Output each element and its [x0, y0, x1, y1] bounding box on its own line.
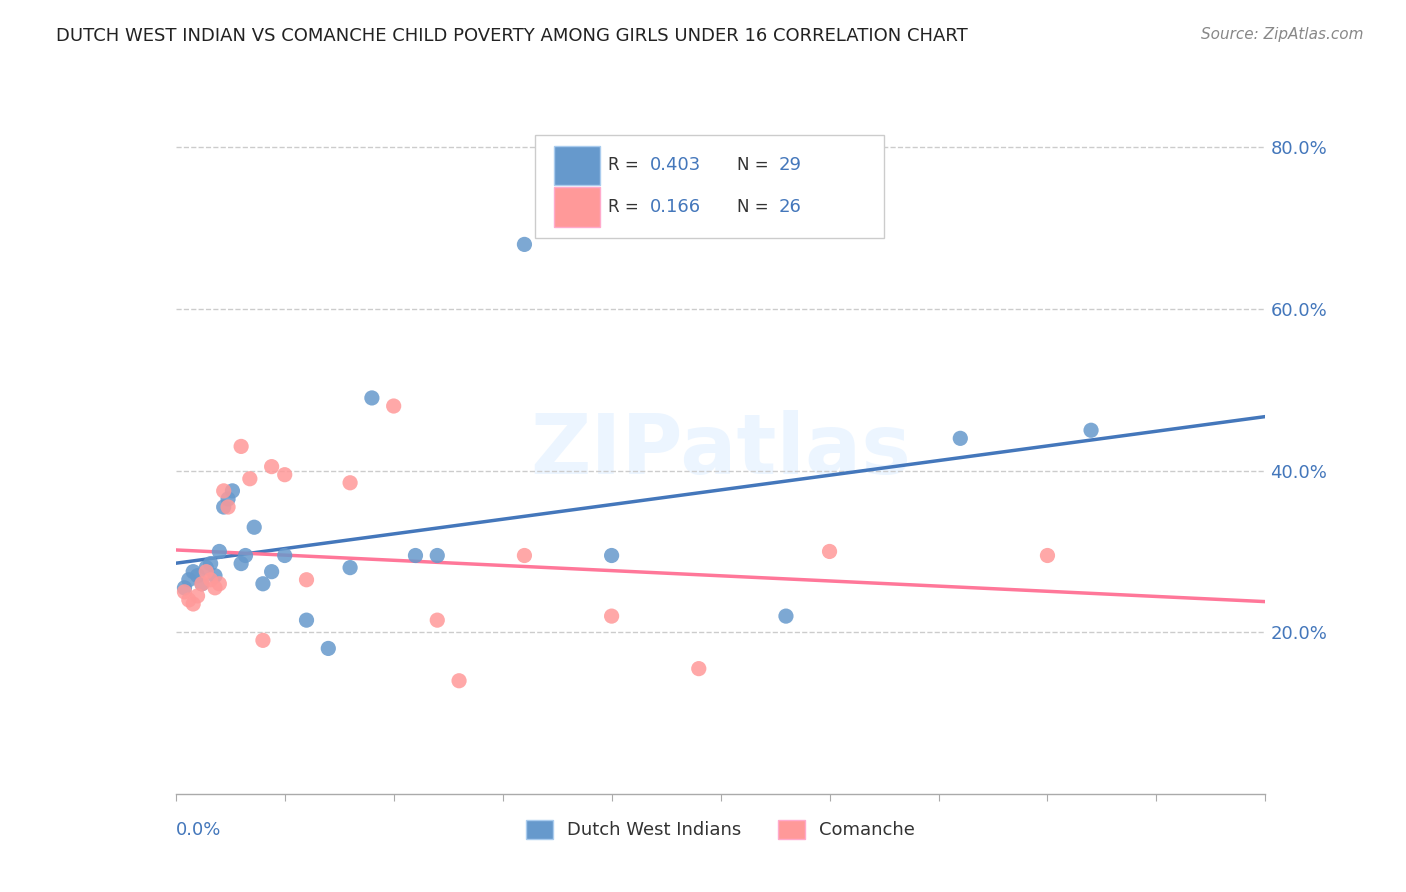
- Point: [231, 439, 253, 453]
- Point: [173, 585, 195, 599]
- Point: [204, 581, 226, 595]
- Point: [447, 673, 470, 688]
- Point: [195, 560, 218, 574]
- Point: [231, 557, 253, 571]
- Text: 0.166: 0.166: [650, 198, 700, 216]
- Point: [775, 609, 797, 624]
- Point: [181, 565, 204, 579]
- Point: [186, 589, 209, 603]
- Text: 26: 26: [779, 198, 801, 216]
- FancyBboxPatch shape: [554, 145, 599, 186]
- Point: [274, 467, 297, 482]
- Point: [235, 549, 257, 563]
- Point: [818, 544, 841, 558]
- Point: [252, 576, 274, 591]
- Point: [1036, 549, 1059, 563]
- Point: [217, 500, 239, 514]
- Legend: Dutch West Indians, Comanche: Dutch West Indians, Comanche: [519, 813, 922, 847]
- Point: [1080, 423, 1102, 437]
- Point: [200, 557, 222, 571]
- Text: 29: 29: [779, 156, 801, 175]
- Point: [274, 549, 297, 563]
- Point: [949, 431, 972, 445]
- FancyBboxPatch shape: [554, 186, 599, 227]
- Point: [191, 576, 214, 591]
- FancyBboxPatch shape: [536, 135, 884, 237]
- Text: ZIPatlas: ZIPatlas: [530, 410, 911, 491]
- Point: [191, 576, 214, 591]
- Point: [177, 573, 200, 587]
- Point: [217, 491, 239, 506]
- Point: [513, 549, 536, 563]
- Point: [212, 483, 235, 498]
- Point: [295, 573, 318, 587]
- Text: Source: ZipAtlas.com: Source: ZipAtlas.com: [1201, 27, 1364, 42]
- Point: [239, 472, 262, 486]
- Text: N =: N =: [737, 198, 773, 216]
- Text: R =: R =: [609, 156, 644, 175]
- Point: [181, 597, 204, 611]
- Point: [177, 593, 200, 607]
- Point: [208, 544, 231, 558]
- Point: [295, 613, 318, 627]
- Point: [243, 520, 266, 534]
- Point: [360, 391, 382, 405]
- Point: [339, 560, 361, 574]
- Text: R =: R =: [609, 198, 644, 216]
- Point: [173, 581, 195, 595]
- Point: [204, 568, 226, 582]
- Point: [339, 475, 361, 490]
- Point: [426, 549, 449, 563]
- Point: [688, 662, 710, 676]
- Point: [252, 633, 274, 648]
- Point: [382, 399, 405, 413]
- Text: 0.403: 0.403: [650, 156, 702, 175]
- Point: [212, 500, 235, 514]
- Text: 0.0%: 0.0%: [176, 822, 221, 839]
- Point: [221, 483, 243, 498]
- Point: [426, 613, 449, 627]
- Text: N =: N =: [737, 156, 773, 175]
- Point: [405, 549, 427, 563]
- Point: [200, 573, 222, 587]
- Point: [318, 641, 340, 656]
- Point: [195, 565, 218, 579]
- Point: [513, 237, 536, 252]
- Point: [260, 565, 283, 579]
- Point: [260, 459, 283, 474]
- Point: [600, 609, 623, 624]
- Point: [600, 549, 623, 563]
- Point: [208, 576, 231, 591]
- Text: DUTCH WEST INDIAN VS COMANCHE CHILD POVERTY AMONG GIRLS UNDER 16 CORRELATION CHA: DUTCH WEST INDIAN VS COMANCHE CHILD POVE…: [56, 27, 967, 45]
- Point: [186, 568, 209, 582]
